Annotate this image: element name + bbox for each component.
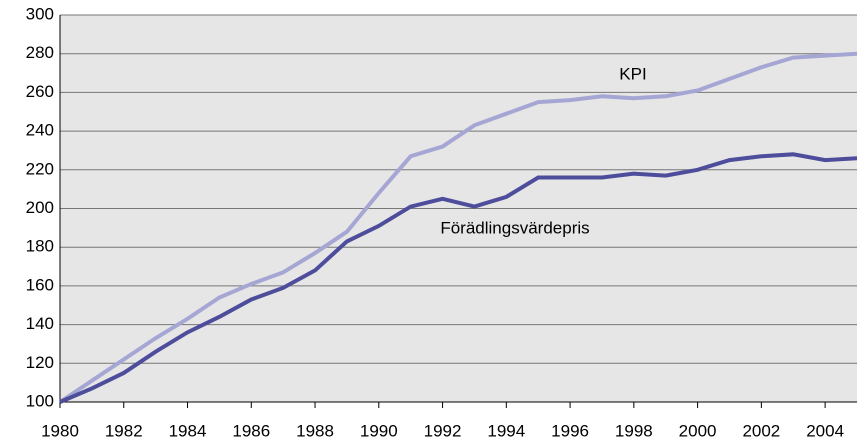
x-tick-label: 1998 — [615, 421, 653, 440]
y-tick-label: 160 — [26, 275, 54, 294]
x-tick-label: 1986 — [232, 421, 270, 440]
series-label: Förädlingsvärdepris — [440, 218, 589, 237]
series-label: KPI — [619, 64, 646, 83]
y-tick-label: 260 — [26, 82, 54, 101]
series-line — [58, 51, 857, 404]
x-tick-label: 1980 — [41, 421, 79, 440]
x-tick-label: 1988 — [296, 421, 334, 440]
series-line — [59, 152, 857, 404]
y-tick-label: 140 — [26, 314, 54, 333]
y-tick-label: 200 — [26, 198, 54, 217]
y-tick-label: 280 — [26, 43, 54, 62]
x-tick-label: 2002 — [742, 421, 780, 440]
y-tick-label: 100 — [26, 391, 54, 410]
y-tick-label: 120 — [26, 353, 54, 372]
x-tick-label: 2004 — [806, 421, 844, 440]
x-tick-label: 1994 — [487, 421, 525, 440]
x-tick-label: 1992 — [424, 421, 462, 440]
x-tick-label: 1982 — [105, 421, 143, 440]
y-tick-label: 240 — [26, 121, 54, 140]
x-tick-label: 1996 — [551, 421, 589, 440]
y-tick-label: 300 — [26, 4, 54, 23]
x-tick-label: 1984 — [169, 421, 207, 440]
y-tick-label: 220 — [26, 159, 54, 178]
x-tick-label: 2000 — [679, 421, 717, 440]
x-tick-label: 1990 — [360, 421, 398, 440]
y-tick-label: 180 — [26, 237, 54, 256]
